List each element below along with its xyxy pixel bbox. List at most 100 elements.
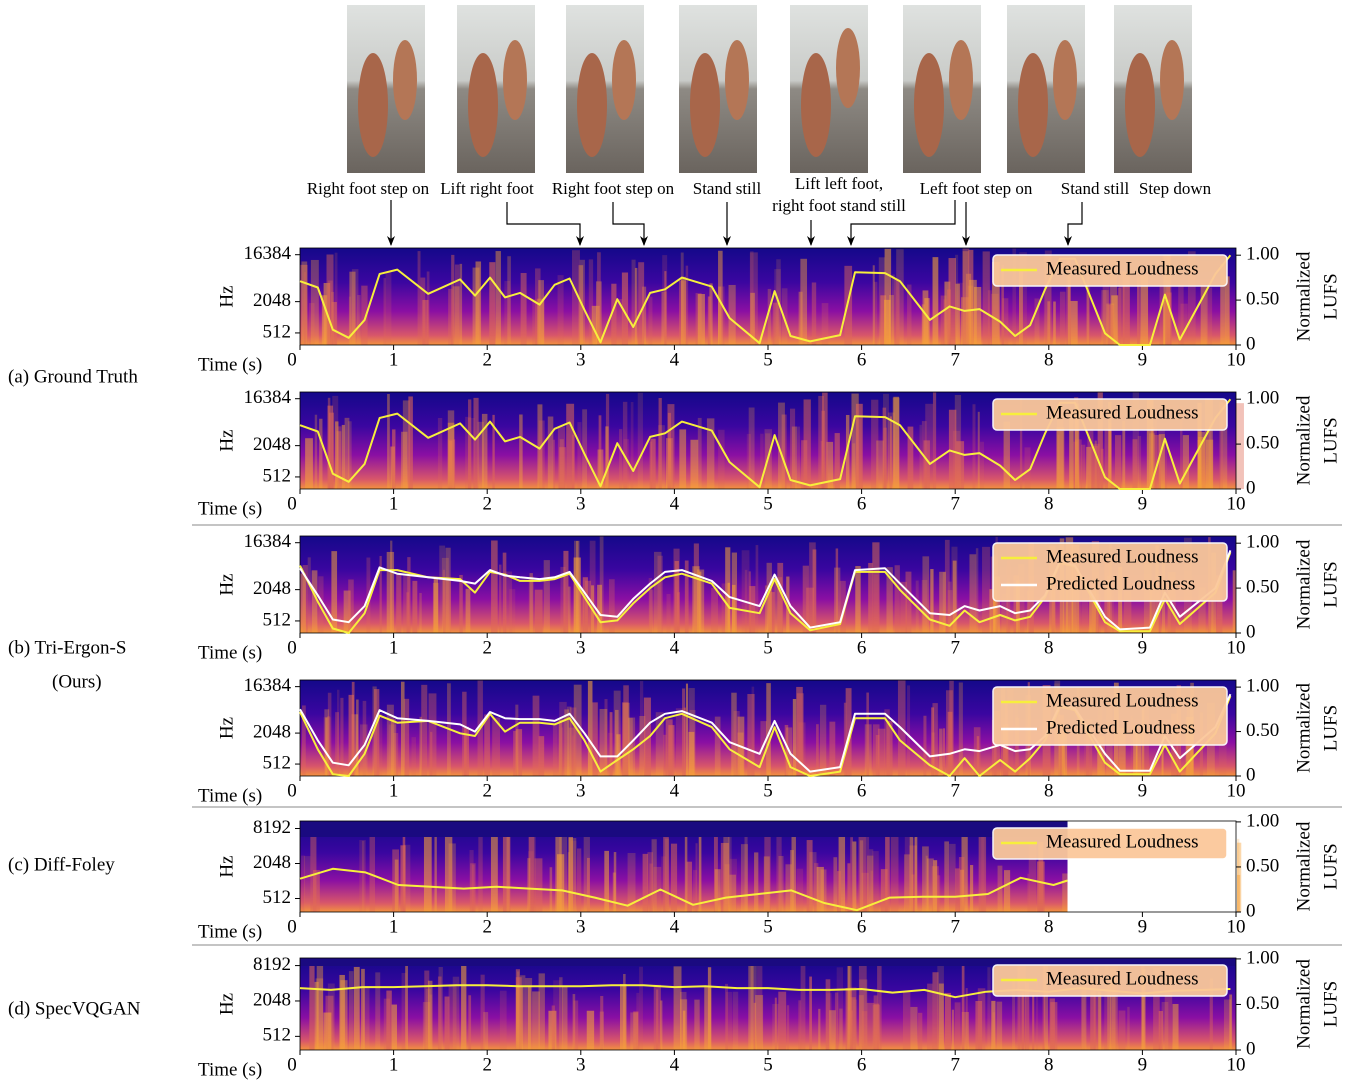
y-tick-label: 16384 [244, 675, 292, 696]
spectrogram-stripe [312, 570, 318, 633]
spectrogram-stripe [421, 685, 427, 776]
x-axis-label: Time (s) [198, 921, 262, 942]
spectrogram-stripe [1002, 298, 1008, 345]
caption: Right foot step on [307, 179, 430, 198]
y2-axis-label: LUFS [1320, 273, 1341, 319]
spectrogram-stripe [768, 289, 771, 345]
y-tick-label: 16384 [244, 387, 292, 408]
spectrogram-stripe [937, 875, 940, 912]
foot [503, 40, 527, 120]
spectrogram-stripe [833, 857, 837, 912]
spectrogram-stripe [300, 573, 306, 633]
spectrogram-stripe [533, 696, 540, 776]
spectrogram-stripe [519, 414, 522, 489]
x-tick-label: 0 [287, 349, 297, 370]
video-frames [347, 5, 1192, 173]
y-tick-label: 8192 [253, 817, 291, 838]
y2-tick-label: 0 [1246, 621, 1256, 642]
spectrogram-stripe [643, 854, 648, 912]
spectrogram-stripe [708, 296, 711, 345]
x-tick-label: 9 [1138, 349, 1148, 370]
spectrogram-stripe [816, 724, 819, 776]
x-tick-label: 1 [389, 1054, 399, 1075]
spectrogram-stripe [408, 396, 413, 489]
foot [358, 53, 388, 157]
spectrogram-stripe [977, 736, 979, 776]
foot [1160, 40, 1184, 120]
spectrogram-stripe [309, 963, 314, 1050]
spectrogram-stripe [797, 427, 800, 489]
foot [949, 40, 973, 120]
spectrogram-stripe [439, 546, 445, 633]
spectrogram-stripe [923, 716, 926, 776]
spectrogram-stripe [895, 565, 900, 633]
x-tick-label: 3 [576, 349, 586, 370]
legend-label: Measured Loudness [1046, 831, 1199, 852]
spectrogram-stripe [915, 827, 918, 912]
y2-tick-label: 1.00 [1246, 675, 1279, 696]
y2-tick-label: 0.50 [1246, 993, 1279, 1014]
x-tick-label: 6 [857, 916, 867, 937]
x-tick-label: 0 [287, 637, 297, 658]
spectrogram-stripe [850, 987, 856, 1050]
spectrogram-stripe [391, 719, 396, 776]
y-tick-label: 2048 [253, 290, 291, 311]
spectrogram-stripe [604, 851, 609, 912]
spectrogram-stripe [638, 393, 643, 489]
spectrogram-stripe [584, 827, 590, 912]
spectrogram-stripe [589, 259, 593, 345]
x-tick-label: 7 [950, 493, 960, 514]
spectrogram-stripe [489, 262, 495, 345]
spectrogram-stripe [764, 856, 770, 912]
spectrogram-stripe [568, 587, 570, 633]
spectrogram-stripe [445, 997, 450, 1050]
foot [914, 53, 944, 157]
spectrogram-stripe [609, 579, 615, 633]
spectrogram-stripe [944, 299, 947, 345]
spectrogram-stripe [729, 285, 736, 345]
spectrogram-stripe [930, 569, 933, 633]
spectrogram-stripe [944, 841, 949, 912]
x-tick-label: 10 [1227, 780, 1246, 801]
x-tick-label: 3 [576, 493, 586, 514]
spectrogram-stripe [970, 865, 973, 912]
legend-label: Predicted Loudness [1046, 717, 1195, 738]
spectrogram-stripe [948, 712, 953, 776]
spectrogram-stripe [319, 419, 322, 489]
spectrogram-stripe [433, 583, 439, 633]
spectrogram-stripe [402, 973, 407, 1050]
spectrogram-stripe [552, 1005, 555, 1050]
x-tick-label: 1 [389, 349, 399, 370]
x-tick-label: 10 [1227, 1054, 1246, 1075]
spectrogram-stripe [671, 844, 677, 912]
spectrogram-stripe [349, 971, 354, 1050]
y2-tick-label: 0.50 [1246, 288, 1279, 309]
spectrogram-stripe [903, 991, 910, 1050]
x-tick-label: 10 [1227, 637, 1246, 658]
spectrogram-stripe [1172, 1004, 1178, 1050]
spectrogram-stripe [910, 1007, 917, 1050]
spectrogram-stripe [918, 1013, 922, 1050]
legend-label: Measured Loudness [1046, 546, 1199, 567]
spectrogram-stripe [693, 870, 697, 912]
spectrogram-stripe [335, 712, 339, 776]
spectrogram-stripe [664, 271, 666, 345]
spectrogram-stripe [375, 972, 380, 1050]
x-tick-label: 6 [857, 637, 867, 658]
y2-tick-label: 0.50 [1246, 576, 1279, 597]
spectrogram-stripe [812, 282, 816, 345]
spectrogram-stripe [922, 846, 929, 912]
spectrogram-stripe [530, 573, 533, 633]
spectrogram-stripe [647, 852, 653, 912]
spectrogram-stripe [539, 736, 545, 776]
spectrogram-stripe [460, 264, 462, 345]
spectrogram-stripe [847, 863, 850, 912]
x-axis-label: Time (s) [198, 498, 262, 519]
y2-tick-label: 0 [1246, 764, 1256, 785]
spectrogram-stripe [461, 964, 466, 1050]
x-tick-label: 1 [389, 780, 399, 801]
spectrogram-stripe [979, 835, 986, 912]
spectrogram-stripe [1127, 1007, 1129, 1050]
spectrogram-stripe [749, 408, 755, 489]
spectrogram-stripe [862, 1011, 867, 1050]
